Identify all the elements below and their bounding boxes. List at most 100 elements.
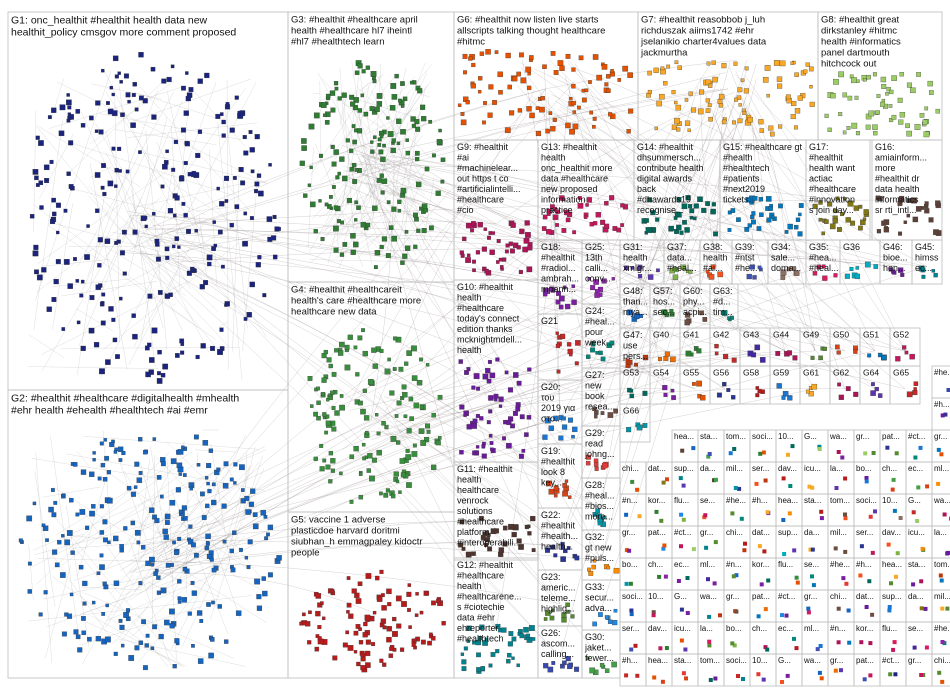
graph-node [701, 207, 707, 213]
graph-node [257, 255, 262, 260]
graph-node [935, 108, 941, 114]
graph-node [209, 637, 215, 642]
graph-node [224, 199, 229, 203]
graph-node [302, 612, 306, 617]
group-label-g44: G44 [773, 330, 789, 340]
graph-node [604, 668, 610, 673]
graph-node [106, 470, 111, 475]
group-label-line: tickets... [723, 195, 756, 205]
graph-node [459, 404, 465, 410]
graph-edge [634, 63, 757, 389]
graph-node [163, 160, 169, 165]
graph-node [784, 613, 789, 618]
graph-edge [230, 446, 256, 546]
graph-node [773, 60, 780, 66]
graph-node [654, 126, 658, 131]
graph-edge [126, 122, 258, 138]
graph-node [34, 175, 39, 181]
small-group-label: se... [908, 624, 923, 633]
graph-node [354, 592, 360, 599]
graph-node [569, 128, 575, 135]
graph-node [201, 515, 207, 520]
graph-node [664, 646, 669, 650]
graph-edge [551, 94, 824, 267]
graph-edge [80, 586, 143, 591]
graph-node [347, 645, 354, 651]
graph-node [551, 608, 555, 613]
graph-edge [31, 458, 159, 479]
graph-node [242, 240, 248, 247]
graph-node [494, 398, 498, 402]
graph-node [680, 264, 686, 270]
graph-node [571, 434, 575, 439]
group-label-line: more [875, 163, 896, 173]
graph-node [472, 268, 476, 273]
graph-node [905, 123, 910, 129]
small-group-label: bo... [726, 624, 742, 633]
graph-node [564, 479, 569, 483]
graph-node [177, 596, 182, 601]
graph-node [103, 438, 107, 442]
graph-edge [386, 186, 413, 204]
graph-node [571, 284, 576, 289]
graph-node [740, 78, 745, 83]
graph-node [138, 471, 143, 475]
graph-node [727, 316, 731, 320]
graph-node [194, 552, 199, 558]
graph-node [726, 388, 731, 392]
graph-node [420, 440, 427, 446]
graph-node [672, 274, 679, 280]
group-labels: G1: onc_healthit #healthit health data n… [11, 15, 950, 666]
graph-node [339, 341, 345, 348]
graph-edge [348, 163, 839, 201]
graph-node [592, 406, 597, 412]
graph-node [811, 383, 818, 390]
graph-edge [342, 181, 433, 191]
graph-node [482, 373, 489, 380]
graph-edge [135, 232, 906, 389]
small-group-label: icu... [804, 464, 821, 473]
graph-node [495, 623, 501, 630]
graph-edge [383, 192, 786, 351]
group-label-g4: G4: #healthit #healthcareit health's care… [291, 285, 421, 318]
small-group-label: #ct... [908, 432, 925, 441]
graph-node [936, 447, 941, 452]
graph-node [613, 567, 620, 574]
graph-node [143, 450, 148, 455]
group-label-line: solutions [457, 506, 493, 516]
small-group-label: tom... [700, 656, 720, 665]
graph-node [371, 347, 377, 353]
small-group-label: sup... [778, 528, 798, 537]
graph-node [851, 122, 858, 129]
graph-node [708, 274, 715, 280]
graph-node [854, 95, 859, 100]
group-label-line: acpi... [683, 307, 707, 317]
graph-node [881, 220, 887, 226]
graph-node [271, 235, 277, 241]
graph-node [691, 547, 696, 552]
graph-node [389, 646, 394, 651]
graph-node [86, 224, 90, 228]
graph-node [481, 444, 486, 448]
group-label-line: G57: [653, 286, 673, 296]
graph-node [803, 69, 808, 74]
graph-node [76, 320, 81, 325]
graph-node [654, 509, 659, 514]
graph-node [889, 89, 894, 95]
graph-node [764, 65, 771, 71]
group-label-g39: G39: #ntst #he... [735, 242, 758, 273]
graph-node [61, 327, 66, 331]
graph-node [149, 556, 155, 563]
small-group-label: #ct... [674, 528, 691, 537]
graph-node [113, 535, 119, 542]
graph-node [171, 244, 176, 249]
graph-node [566, 609, 571, 614]
group-label-g31: G31: health xmlgr... [623, 242, 652, 273]
graph-node [336, 219, 341, 224]
small-group-label: tom... [830, 496, 850, 505]
graph-node [781, 518, 786, 522]
graph-edge [41, 207, 136, 372]
graph-node [372, 135, 377, 140]
graph-node [684, 319, 691, 326]
graph-node [523, 627, 529, 633]
